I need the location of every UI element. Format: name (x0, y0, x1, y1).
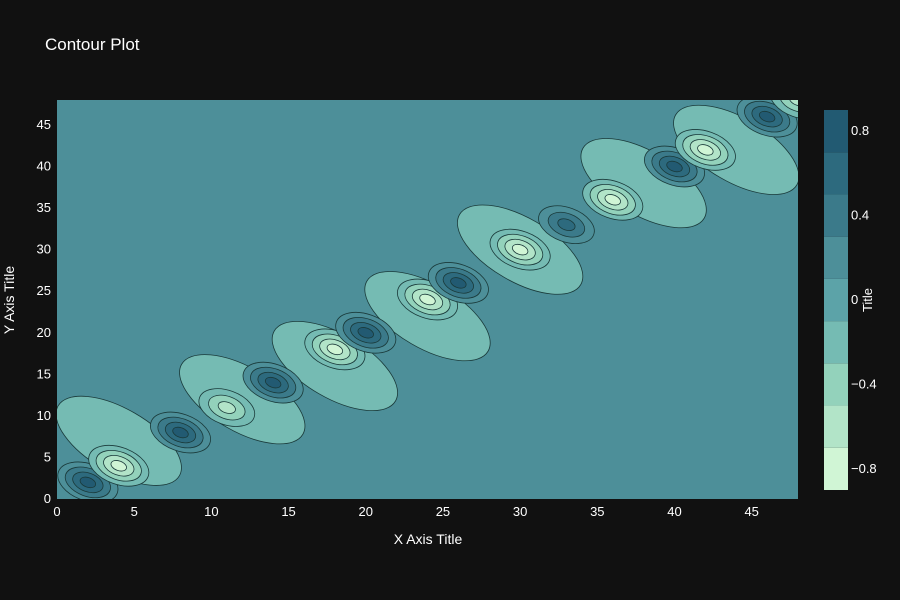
y-tick-label: 30 (37, 242, 51, 257)
y-tick-label: 45 (37, 117, 51, 132)
colorbar-band (824, 447, 848, 490)
x-axis: 0 5 10 15 20 25 30 35 40 45 (53, 504, 759, 519)
contour-ring (450, 277, 467, 289)
colorbar-band (824, 236, 848, 279)
contour-ring (110, 460, 127, 472)
contour-lines (57, 100, 798, 499)
contour-ring (172, 426, 189, 439)
colorbar-tick-label: 0.4 (851, 208, 869, 223)
contour-ring (357, 327, 374, 339)
colorbar-band (824, 194, 848, 237)
contour-ring (666, 160, 683, 173)
colorbar-tick-label: 0.8 (851, 123, 869, 138)
y-tick-label: 0 (44, 491, 51, 506)
colorbar-tick-label: 0 (851, 292, 858, 307)
x-tick-label: 15 (281, 504, 295, 519)
contour-ring (557, 218, 576, 231)
contour-ring (788, 100, 798, 107)
y-tick-label: 25 (37, 283, 51, 298)
contour-ring (419, 293, 436, 306)
colorbar-tick-label: −0.4 (851, 376, 877, 391)
contour-ring (697, 144, 714, 156)
x-tick-label: 20 (359, 504, 373, 519)
x-axis-title: X Axis Title (394, 531, 463, 547)
x-tick-label: 25 (436, 504, 450, 519)
contour-ring (217, 401, 236, 414)
y-tick-label: 15 (37, 366, 51, 381)
colorbar: 0.8 0.4 0 −0.4 −0.8 (824, 110, 877, 490)
y-tick-label: 35 (37, 200, 51, 215)
x-tick-label: 30 (513, 504, 527, 519)
colorbar-band (824, 363, 848, 406)
colorbar-band (824, 321, 848, 364)
x-tick-label: 0 (53, 504, 60, 519)
colorbar-title: Title (860, 288, 875, 312)
y-axis: 0 5 10 15 20 25 30 35 40 45 (37, 117, 51, 506)
x-tick-label: 45 (744, 504, 758, 519)
colorbar-band (824, 152, 848, 195)
x-tick-label: 10 (204, 504, 218, 519)
contour-ring (326, 343, 344, 356)
contour-ring (511, 243, 529, 256)
contour-ring (604, 194, 621, 206)
y-axis-title: Y Axis Title (1, 266, 17, 334)
y-tick-label: 5 (44, 449, 51, 464)
x-tick-label: 40 (667, 504, 681, 519)
y-tick-label: 20 (37, 325, 51, 340)
x-tick-label: 5 (131, 504, 138, 519)
colorbar-band (824, 405, 848, 448)
colorbar-tick-label: −0.8 (851, 461, 877, 476)
chart-title: Contour Plot (45, 35, 140, 54)
x-tick-label: 35 (590, 504, 604, 519)
colorbar-band (824, 278, 848, 322)
colorbar-band (824, 110, 848, 153)
y-tick-label: 40 (37, 159, 51, 174)
contour-ring (79, 476, 97, 489)
y-tick-label: 10 (37, 408, 51, 423)
contour-ring (264, 376, 282, 389)
contour-ring (758, 110, 776, 123)
